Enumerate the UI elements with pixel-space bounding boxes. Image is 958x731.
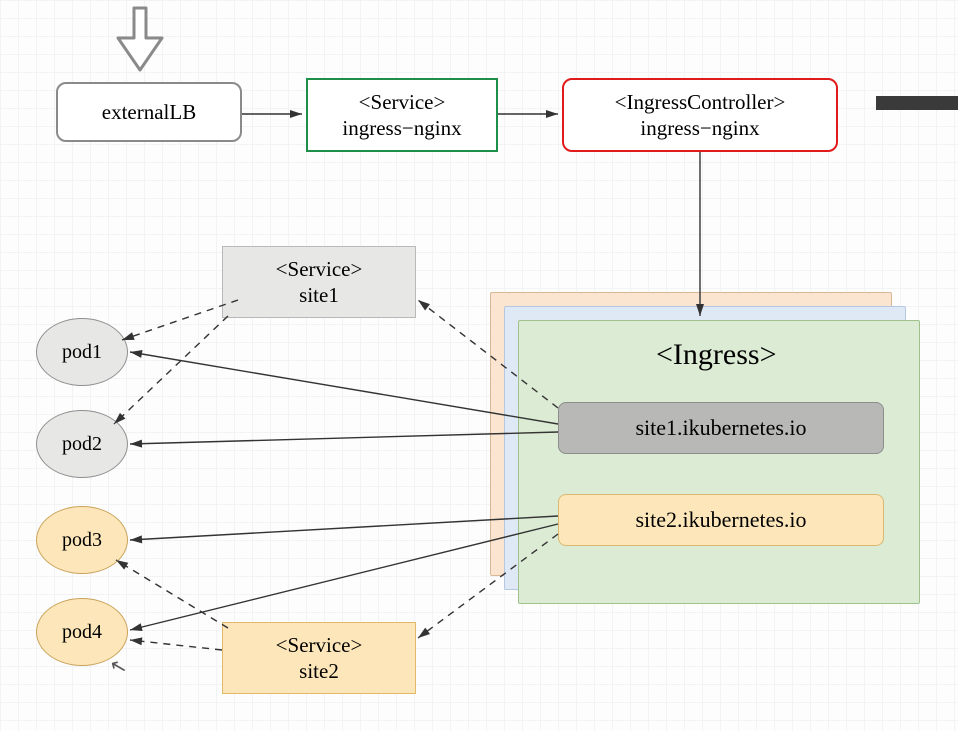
edges-layer <box>0 0 958 731</box>
